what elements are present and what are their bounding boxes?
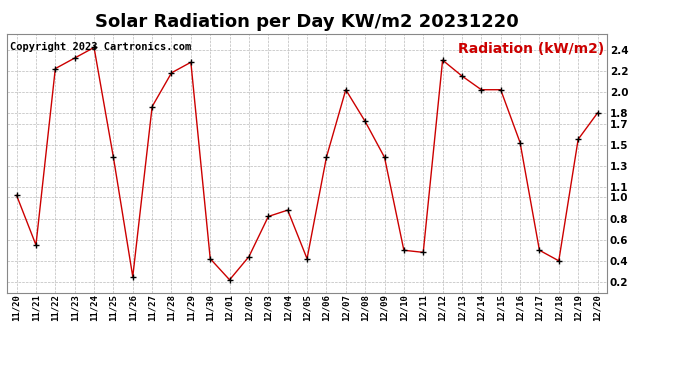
Text: Copyright 2023 Cartronics.com: Copyright 2023 Cartronics.com xyxy=(10,42,191,51)
Text: Radiation (kW/m2): Radiation (kW/m2) xyxy=(458,42,604,56)
Title: Solar Radiation per Day KW/m2 20231220: Solar Radiation per Day KW/m2 20231220 xyxy=(95,13,519,31)
